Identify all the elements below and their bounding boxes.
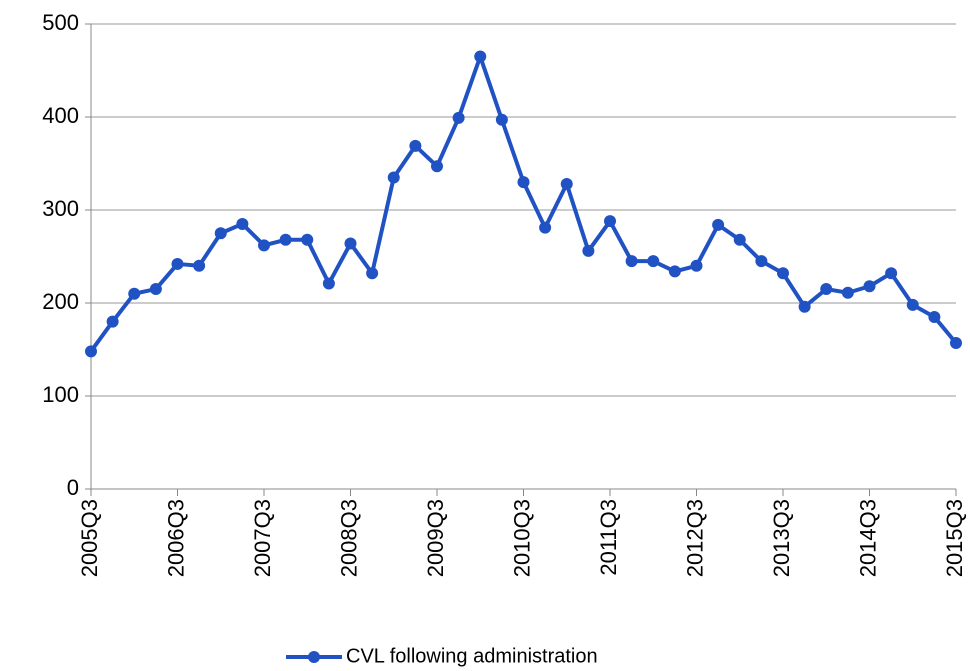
point <box>366 267 379 280</box>
point <box>214 227 227 240</box>
point <box>171 257 184 270</box>
point <box>301 233 314 246</box>
point <box>777 267 789 280</box>
point <box>712 218 725 231</box>
point <box>106 315 119 328</box>
y-tick-label: 200 <box>42 289 79 314</box>
point <box>733 233 746 246</box>
point <box>258 239 270 252</box>
x-tick-label: 2008Q3 <box>336 499 361 577</box>
y-tick-label: 100 <box>42 382 79 407</box>
x-tick-label: 2010Q3 <box>509 499 534 577</box>
point <box>236 217 249 230</box>
point <box>495 113 508 126</box>
point <box>582 244 595 257</box>
x-tick-label: 2013Q3 <box>769 499 794 577</box>
point <box>625 255 638 268</box>
point <box>820 283 833 296</box>
point <box>387 171 400 184</box>
point <box>906 298 919 311</box>
x-tick-label: 2006Q3 <box>163 499 188 577</box>
x-tick-label: 2012Q3 <box>682 499 707 577</box>
point <box>647 255 660 268</box>
x-tick-label: 2007Q3 <box>250 499 275 577</box>
point <box>928 310 941 323</box>
x-tick-label: 2014Q3 <box>855 499 880 577</box>
point <box>322 277 335 290</box>
point <box>604 215 616 228</box>
point <box>431 160 443 173</box>
point <box>149 283 162 296</box>
legend-marker <box>308 651 320 663</box>
point <box>539 221 552 234</box>
point <box>950 336 962 349</box>
point <box>474 50 487 63</box>
point <box>755 255 768 268</box>
point <box>128 287 141 300</box>
x-tick-label: 2015Q3 <box>942 499 967 577</box>
point <box>452 111 465 124</box>
y-tick-label: 300 <box>42 196 79 221</box>
point <box>668 265 681 278</box>
point <box>841 286 854 299</box>
x-tick-label: 2011Q3 <box>596 499 621 576</box>
y-tick-label: 0 <box>67 475 79 500</box>
y-tick-label: 500 <box>42 10 79 35</box>
point <box>798 300 811 313</box>
point <box>279 233 292 246</box>
x-tick-label: 2009Q3 <box>423 499 448 577</box>
point <box>863 280 876 293</box>
point <box>690 259 703 272</box>
point <box>193 259 206 272</box>
x-tick-label: 2005Q3 <box>77 499 102 577</box>
point <box>517 176 530 189</box>
series-line <box>89 54 958 353</box>
y-tick-label: 400 <box>42 103 79 128</box>
point <box>85 345 97 358</box>
legend-label: CVL following administration <box>346 645 598 667</box>
point <box>409 139 422 152</box>
point <box>885 267 898 280</box>
point <box>560 177 573 190</box>
point <box>344 237 357 250</box>
